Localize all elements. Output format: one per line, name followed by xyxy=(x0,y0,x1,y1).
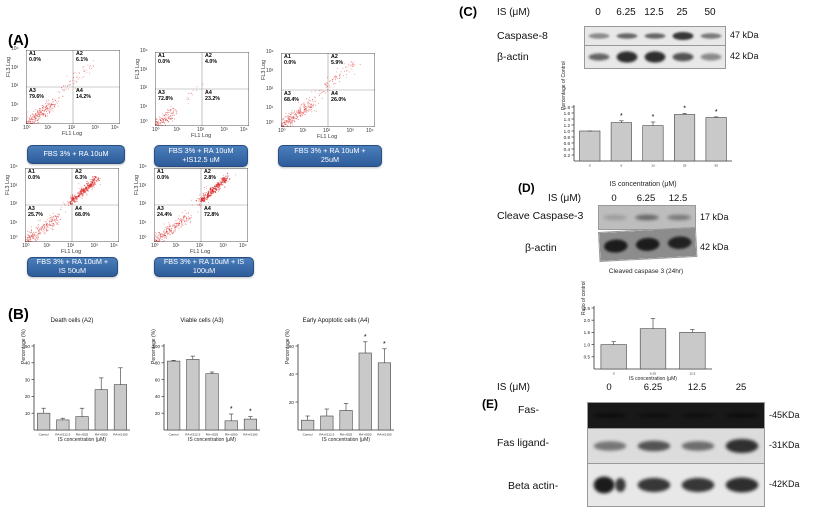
svg-text:*: * xyxy=(620,113,623,120)
svg-text:RA+IS50: RA+IS50 xyxy=(225,433,238,437)
svg-text:6.25: 6.25 xyxy=(650,372,656,376)
svg-text:0.5: 0.5 xyxy=(584,355,591,360)
svg-text:20: 20 xyxy=(289,400,295,405)
svg-text:30: 30 xyxy=(25,377,31,382)
svg-text:RA+IS12.5: RA+IS12.5 xyxy=(319,433,334,437)
svg-text:Control: Control xyxy=(169,433,179,437)
svg-text:1.5: 1.5 xyxy=(584,330,591,335)
svg-text:Control: Control xyxy=(39,433,49,437)
svg-text:40: 40 xyxy=(155,394,161,399)
svg-text:*: * xyxy=(230,406,233,413)
svg-text:1.2: 1.2 xyxy=(564,123,571,128)
svg-text:*: * xyxy=(683,106,686,113)
svg-text:RA+IS50: RA+IS50 xyxy=(359,433,372,437)
svg-text:RA+IS25: RA+IS25 xyxy=(206,433,219,437)
svg-text:RA+IS50: RA+IS50 xyxy=(95,433,108,437)
svg-text:6: 6 xyxy=(621,164,623,168)
svg-text:0.4: 0.4 xyxy=(564,147,571,152)
svg-text:RA+IS25: RA+IS25 xyxy=(340,433,353,437)
svg-text:1.0: 1.0 xyxy=(584,342,591,347)
svg-text:10: 10 xyxy=(25,411,31,416)
svg-text:50: 50 xyxy=(714,164,718,168)
svg-text:1.0: 1.0 xyxy=(564,129,571,134)
svg-text:RA+IS100: RA+IS100 xyxy=(243,433,257,437)
svg-text:2.0: 2.0 xyxy=(584,318,591,323)
svg-text:60: 60 xyxy=(155,377,161,382)
svg-text:13: 13 xyxy=(651,164,655,168)
svg-text:RA+IS100: RA+IS100 xyxy=(377,433,391,437)
svg-text:RA+IS12.5: RA+IS12.5 xyxy=(185,433,200,437)
svg-text:0: 0 xyxy=(613,372,615,376)
svg-text:RA+IS25: RA+IS25 xyxy=(76,433,89,437)
svg-text:0.6: 0.6 xyxy=(564,141,571,146)
svg-text:20: 20 xyxy=(25,394,31,399)
svg-text:Control: Control xyxy=(303,433,313,437)
svg-text:*: * xyxy=(652,114,655,121)
svg-text:1.6: 1.6 xyxy=(564,111,571,116)
svg-text:*: * xyxy=(715,109,718,116)
svg-text:40: 40 xyxy=(289,372,295,377)
svg-text:0.8: 0.8 xyxy=(564,135,571,140)
svg-text:0: 0 xyxy=(589,164,591,168)
svg-text:0.2: 0.2 xyxy=(564,153,571,158)
svg-text:*: * xyxy=(249,409,252,416)
svg-text:25: 25 xyxy=(683,164,687,168)
svg-text:RA+IS12.5: RA+IS12.5 xyxy=(55,433,70,437)
svg-text:20: 20 xyxy=(155,411,161,416)
svg-text:*: * xyxy=(364,334,367,341)
svg-text:*: * xyxy=(383,341,386,348)
svg-text:12.5: 12.5 xyxy=(689,372,695,376)
svg-text:RA+IS100: RA+IS100 xyxy=(113,433,127,437)
svg-text:1.4: 1.4 xyxy=(564,117,571,122)
